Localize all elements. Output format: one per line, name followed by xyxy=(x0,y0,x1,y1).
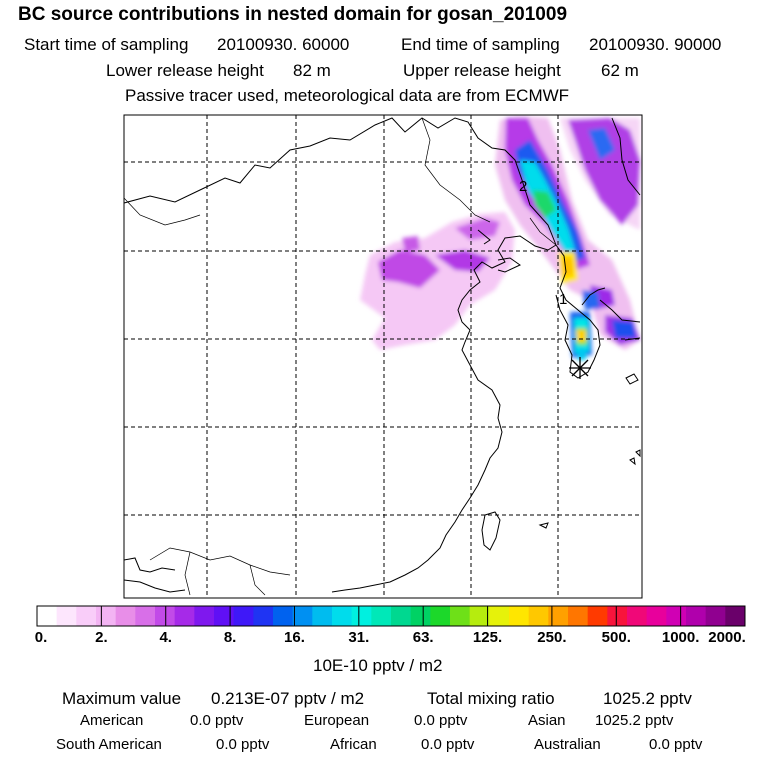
colorbar-swatch xyxy=(568,606,589,626)
colorbar-tick-label: 250. xyxy=(537,629,567,646)
region-value-european: 0.0 pptv xyxy=(414,712,468,729)
region-name-african: African xyxy=(330,736,377,753)
colorbar-swatch xyxy=(430,606,451,626)
start-time-value: 20100930. 60000 xyxy=(217,35,350,54)
colorbar-swatch xyxy=(646,606,667,626)
region-name-australian: Australian xyxy=(534,736,601,753)
end-time-value: 20100930. 90000 xyxy=(589,35,722,54)
colorbar-swatch xyxy=(332,606,353,626)
upper-release-label: Upper release height xyxy=(403,61,561,80)
colorbar-swatch xyxy=(312,606,333,626)
colorbar-swatch xyxy=(351,606,372,626)
colorbar-tick-label: 125. xyxy=(472,629,503,646)
max-value-label: Maximum value xyxy=(62,689,182,708)
concentration-field xyxy=(360,116,640,360)
colorbar-swatch xyxy=(135,606,156,626)
region-value-australian: 0.0 pptv xyxy=(649,736,703,753)
end-time-label: End time of sampling xyxy=(401,35,560,54)
receptor-marker xyxy=(569,357,591,379)
coastlines xyxy=(124,117,641,593)
colorbar-swatch xyxy=(155,606,176,626)
colorbar-frame xyxy=(36,605,746,627)
colorbar-tick-label: 2000. xyxy=(708,629,746,646)
colorbar-swatch xyxy=(115,606,136,626)
max-value: 0.213E-07 pptv / m2 xyxy=(211,689,365,708)
lower-release-label: Lower release height xyxy=(106,61,264,80)
colorbar-swatch xyxy=(509,606,530,626)
colorbar-swatch xyxy=(194,606,215,626)
colorbar-swatch xyxy=(686,606,707,626)
colorbar-tick-label: 2. xyxy=(95,629,108,646)
colorbar-swatch xyxy=(469,606,490,626)
colorbar-swatch xyxy=(450,606,471,626)
colorbar-tick-label: 63. xyxy=(412,629,434,646)
colorbar-tick-label: 16. xyxy=(284,629,305,646)
plot-title: BC source contributions in nested domain… xyxy=(18,4,568,25)
map-grid xyxy=(124,115,642,598)
region-value-south-american: 0.0 pptv xyxy=(216,736,270,753)
colorbar-swatch xyxy=(56,606,77,626)
colorbar-swatch xyxy=(214,606,235,626)
colorbar-swatch xyxy=(233,606,254,626)
colorbar-swatch xyxy=(705,606,726,626)
region-value-asian: 1025.2 pptv xyxy=(595,712,674,729)
colorbar-swatch xyxy=(548,606,569,626)
region-name-american: American xyxy=(80,712,144,729)
colorbar-swatch xyxy=(528,606,549,626)
colorbar-tick-label: 0. xyxy=(34,629,48,646)
colorbar-swatch xyxy=(76,606,97,626)
colorbar-swatch xyxy=(725,606,746,626)
colorbar-swatch xyxy=(174,606,195,626)
start-time-label: Start time of sampling xyxy=(24,35,189,54)
colorbar-swatch xyxy=(489,606,510,626)
colorbar-swatch xyxy=(607,606,628,626)
lower-release-value: 82 m xyxy=(293,61,331,80)
colorbar-swatch xyxy=(587,606,608,626)
region-value-american: 0.0 pptv xyxy=(190,712,244,729)
total-mixing-label: Total mixing ratio xyxy=(427,689,555,708)
colorbar-swatch xyxy=(273,606,294,626)
colorbar-tick-label: 8. xyxy=(223,629,237,646)
colorbar-swatch xyxy=(627,606,648,626)
tracer-note: Passive tracer used, meteorological data… xyxy=(125,86,570,105)
colorbar-swatch xyxy=(37,606,58,626)
cluster-label-1: 1 xyxy=(559,291,567,308)
region-name-european: European xyxy=(304,712,370,729)
colorbar-tick-label: 500. xyxy=(601,629,631,646)
cluster-label-2: 2 xyxy=(519,178,527,195)
map-frame xyxy=(123,114,643,599)
colorbar-tick-label: 31. xyxy=(348,629,370,646)
colorbar-swatch xyxy=(292,606,313,626)
colorbar-swatch xyxy=(96,606,117,626)
colorbar-unit: 10E-10 pptv / m2 xyxy=(313,656,443,675)
colorbar-tick-label: 1000. xyxy=(661,629,700,646)
colorbar-swatch xyxy=(391,606,412,626)
total-mixing-value: 1025.2 pptv xyxy=(603,689,692,708)
colorbar-swatch xyxy=(410,606,431,626)
colorbar-swatch xyxy=(371,606,392,626)
upper-release-value: 62 m xyxy=(601,61,639,80)
colorbar-swatch xyxy=(253,606,274,626)
region-name-asian: Asian xyxy=(528,712,566,729)
region-value-african: 0.0 pptv xyxy=(421,736,475,753)
region-name-south-american: South American xyxy=(56,736,162,753)
colorbar-tick-label: 4. xyxy=(159,629,172,646)
borders xyxy=(124,117,557,596)
colorbar-swatch xyxy=(666,606,687,626)
